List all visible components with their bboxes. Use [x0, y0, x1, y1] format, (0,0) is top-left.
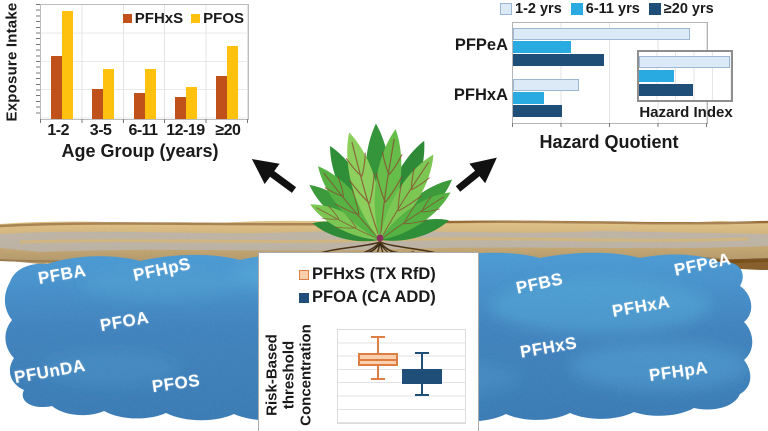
bar-1-2 yrs: [513, 79, 579, 91]
bar-≥20 yrs: [513, 105, 562, 117]
category-label-PFPeA: PFPeA: [454, 36, 508, 54]
inset-bar-1-2 yrs: [639, 56, 731, 68]
legend-item: PFHxS: [122, 10, 184, 27]
hazard-index-title: Hazard Index: [639, 104, 733, 121]
exposure-chart-plot: PFHxS PFOS: [40, 4, 249, 120]
bar-group: [165, 5, 206, 119]
plant-crown: [376, 234, 384, 242]
legend-label: ≥20 yrs: [663, 1, 714, 17]
x-tick-label: 12-19: [166, 122, 205, 139]
bar-row-PFPeA: [513, 28, 707, 67]
box-PFOA (CA ADD): [402, 369, 442, 384]
bar-PFOS: [185, 87, 197, 119]
x-tick-label: 3-5: [89, 122, 112, 139]
legend-item: 1-2 yrs: [500, 1, 562, 17]
lettuce-plant-illustration: [303, 123, 459, 260]
category-label-PFHxA: PFHxA: [453, 86, 508, 104]
bar-PFHxS: [133, 92, 145, 119]
bar-row-PFHxA: [513, 79, 707, 118]
hazard-chart-xlabel: Hazard Quotient: [539, 132, 679, 152]
legend-label: 6-11 yrs: [585, 1, 640, 17]
legend-label: PFHxS (TX RfD): [312, 265, 436, 283]
hazard-index-bars: [639, 56, 731, 96]
bar-≥20 yrs: [513, 54, 605, 66]
exposure-chart-x-tick-labels: 1-2 3-5 6-11 12-19 ≥20: [37, 122, 249, 140]
legend-label: PFOS: [203, 10, 244, 27]
exposure-chart-x-axis-ticks: [40, 119, 248, 123]
bar-group: [207, 5, 248, 119]
legend-label: PFOA (CA ADD): [312, 288, 436, 306]
legend-swatch: [191, 14, 201, 23]
boxplot-ylabel: Risk-Based threshold Concentration: [264, 324, 315, 426]
exposure-chart-xlabel: Age Group (years): [61, 141, 219, 161]
bar-PFHxS: [216, 75, 228, 119]
legend-swatch: [570, 3, 583, 15]
legend-label: 1-2 yrs: [515, 1, 562, 17]
legend-item: 6-11 yrs: [570, 1, 640, 17]
legend-swatch: [122, 14, 132, 23]
bar-PFOS: [227, 46, 239, 119]
bar-PFHxS: [92, 89, 104, 119]
inset-bar-≥20 yrs: [639, 84, 694, 96]
bar-group: [41, 5, 82, 119]
inset-bar-6-11 yrs: [639, 70, 674, 82]
boxplot-plot: [337, 329, 466, 424]
whisker-cap: [415, 394, 429, 397]
whisker-cap: [371, 378, 385, 381]
hazard-chart-legend: 1-2 yrs 6-11 yrs ≥20 yrs: [500, 1, 714, 17]
legend-label: PFHxS: [134, 10, 184, 27]
legend-swatch: [500, 3, 512, 15]
boxplot-legend: PFHxS (TX RfD) PFOA (CA ADD): [299, 265, 436, 307]
median-PFHxS (TX RfD): [358, 358, 398, 361]
bar-6-11 yrs: [513, 92, 545, 104]
bar-PFOS: [61, 10, 73, 119]
bar-group: [82, 5, 123, 119]
whisker-cap: [371, 336, 385, 339]
legend-item: PFOA (CA ADD): [299, 288, 436, 307]
hazard-index-inset: [637, 50, 733, 102]
bar-group: [124, 5, 165, 119]
whisker-cap: [415, 352, 429, 355]
legend-item: ≥20 yrs: [648, 1, 714, 17]
exposure-chart-legend: PFHxS PFOS: [122, 10, 244, 27]
bar-PFHxS: [50, 56, 62, 119]
exposure-chart-y-axis-ticks: [36, 4, 40, 118]
bar-PFOS: [103, 68, 115, 119]
ylabel-line: Concentration: [297, 324, 315, 426]
exposure-chart-bars: [41, 5, 248, 119]
bar-PFOS: [144, 68, 156, 119]
risk-threshold-panel: PFHxS (TX RfD) PFOA (CA ADD) Risk-Based th…: [258, 252, 479, 431]
soil-band: [0, 220, 768, 270]
ylabel-line: threshold: [280, 340, 298, 410]
x-tick-label: ≥20: [215, 122, 241, 139]
bar-1-2 yrs: [513, 28, 690, 40]
legend-item: PFOS: [191, 10, 244, 27]
hazard-quotient-chart: 1-2 yrs 6-11 yrs ≥20 yrs PFPeA PFHxA Hazard…: [438, 0, 756, 162]
exposure-chart-ylabel: Exposure Intake: [3, 2, 21, 122]
legend-item: PFHxS (TX RfD): [299, 265, 436, 284]
x-tick-label: 6-11: [128, 122, 158, 139]
ylabel-line: Risk-Based: [263, 334, 281, 416]
exposure-intake-chart: Exposure Intake PFHxS PFOS 1-2 3-5 6-11 12-1…: [0, 0, 262, 170]
legend-swatch: [299, 269, 309, 280]
hazard-chart-x-axis-ticks: [512, 123, 707, 127]
legend-swatch: [648, 3, 661, 15]
legend-swatch: [299, 292, 309, 303]
bar-6-11 yrs: [513, 41, 572, 53]
bar-PFHxS: [174, 97, 186, 119]
x-tick-label: 1-2: [47, 122, 70, 139]
